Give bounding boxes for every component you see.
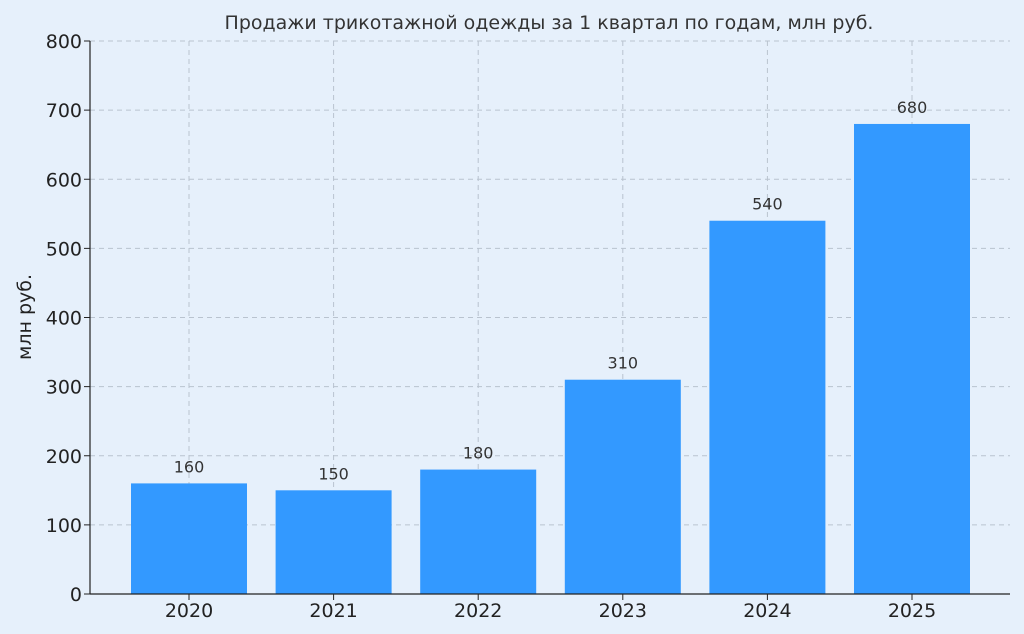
y-tick-label: 700 bbox=[46, 100, 82, 122]
data-label: 540 bbox=[752, 195, 783, 214]
bar-2025 bbox=[854, 123, 970, 594]
y-axis-label: млн руб. bbox=[14, 274, 36, 360]
y-tick-label: 400 bbox=[46, 308, 82, 330]
x-tick-label: 2021 bbox=[309, 600, 357, 622]
y-axis-ticks: 0 100 200 300 400 500 600 700 800 bbox=[46, 31, 90, 606]
bar-2022 bbox=[420, 469, 537, 594]
x-tick-label: 2022 bbox=[454, 600, 502, 622]
chart-title: Продажи трикотажной одежды за 1 квартал … bbox=[225, 12, 874, 34]
bars bbox=[131, 123, 970, 594]
y-tick-label: 500 bbox=[46, 238, 82, 260]
data-labels: 160 150 180 310 540 680 bbox=[174, 98, 928, 483]
x-tick-label: 2024 bbox=[743, 600, 791, 622]
x-tick-label: 2023 bbox=[599, 600, 647, 622]
data-label: 150 bbox=[318, 464, 349, 483]
y-tick-label: 600 bbox=[46, 169, 82, 191]
bar-2020 bbox=[131, 483, 247, 594]
y-tick-label: 100 bbox=[46, 515, 82, 537]
x-tick-label: 2025 bbox=[888, 600, 936, 622]
bar-2023 bbox=[564, 379, 681, 594]
data-label: 680 bbox=[897, 98, 928, 117]
y-tick-label: 800 bbox=[46, 31, 82, 53]
x-tick-label: 2020 bbox=[165, 600, 213, 622]
bar-2024 bbox=[709, 220, 826, 594]
y-tick-label: 300 bbox=[46, 377, 82, 399]
data-label: 160 bbox=[174, 457, 205, 476]
bar-2021 bbox=[275, 490, 392, 594]
y-tick-label: 0 bbox=[70, 584, 82, 606]
x-axis-ticks: 2020 2021 2022 2023 2024 2025 bbox=[165, 594, 936, 622]
y-tick-label: 200 bbox=[46, 446, 82, 468]
data-label: 180 bbox=[463, 444, 494, 463]
data-label: 310 bbox=[608, 354, 639, 373]
